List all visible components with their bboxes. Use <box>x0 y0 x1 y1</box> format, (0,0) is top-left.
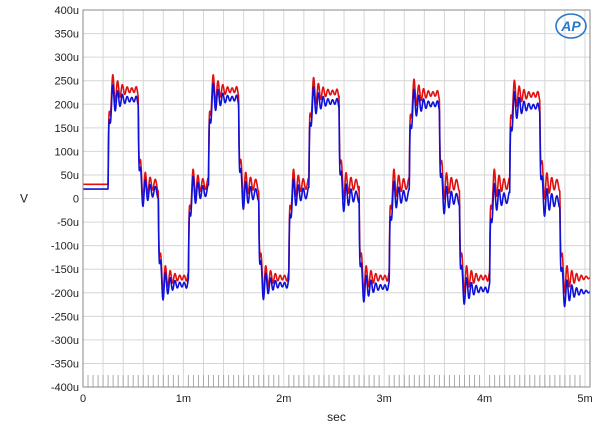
y-tick-label: -350u <box>51 358 79 370</box>
x-tick-label: 1m <box>176 393 191 405</box>
grid <box>82 9 590 388</box>
y-tick-label: 100u <box>55 146 79 158</box>
y-tick-label: 200u <box>55 99 79 111</box>
ap-logo-icon: AP <box>555 13 587 39</box>
y-tick-label: 0 <box>73 194 79 206</box>
y-tick-labels: 400u 350u 300u 250u 200u 150u 100u 50u 0 -50u -100… <box>51 5 79 394</box>
x-tick-label: 5m <box>577 393 592 405</box>
x-tick-labels: 0 1m 2m 3m 4m 5m <box>80 393 593 405</box>
logo-ring <box>555 13 587 39</box>
plot-frame <box>82 9 591 388</box>
x-tick-label: 3m <box>377 393 392 405</box>
y-tick-label: 300u <box>55 52 79 64</box>
y-axis-label: V <box>20 192 28 206</box>
x-tick-label: 0 <box>80 393 86 405</box>
x-axis-label: sec <box>327 410 346 424</box>
logo-text: AP <box>560 18 581 34</box>
minor-ticks <box>87 375 581 387</box>
y-tick-label: -100u <box>51 241 79 253</box>
y-tick-label: 250u <box>55 76 79 88</box>
y-tick-label: -400u <box>51 382 79 394</box>
y-tick-label: -50u <box>57 217 79 229</box>
y-tick-label: -300u <box>51 335 79 347</box>
y-tick-label: 50u <box>61 170 79 182</box>
series-layer <box>82 74 591 308</box>
y-tick-label: 400u <box>55 5 79 17</box>
y-tick-label: 350u <box>55 29 79 41</box>
y-tick-label: -250u <box>51 311 79 323</box>
y-tick-label: -200u <box>51 288 79 300</box>
x-tick-label: 4m <box>477 393 492 405</box>
series-line-2 <box>82 82 591 308</box>
y-tick-label: -150u <box>51 264 79 276</box>
x-tick-label: 2m <box>276 393 291 405</box>
y-tick-label: 150u <box>55 123 79 135</box>
